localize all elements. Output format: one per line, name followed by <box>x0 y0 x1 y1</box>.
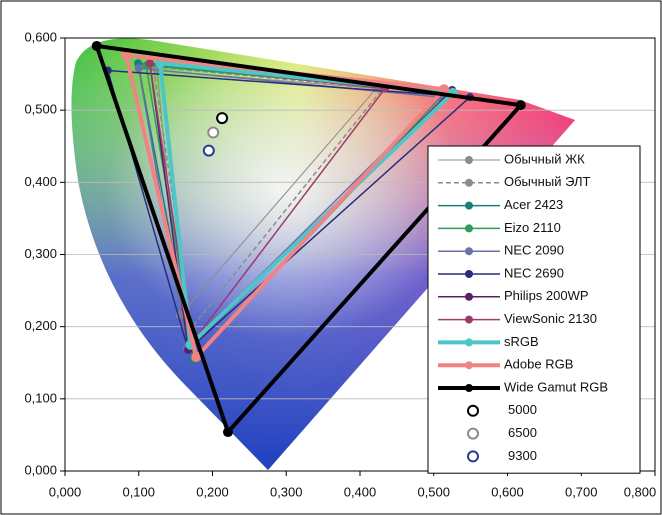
point <box>121 50 132 61</box>
legend-label: ViewSonic 2130 <box>504 311 597 326</box>
y-tick-label: 0,100 <box>24 390 57 405</box>
y-tick-label: 0,500 <box>24 102 57 117</box>
x-tick-label: 0,400 <box>344 484 377 499</box>
y-tick-label: 0,600 <box>24 29 57 44</box>
point <box>145 59 154 68</box>
x-tick-label: 0,200 <box>196 484 229 499</box>
legend-marker <box>465 384 473 392</box>
legend-box <box>427 145 641 474</box>
x-tick-label: 0,700 <box>565 484 598 499</box>
legend-marker <box>465 156 473 164</box>
legend-label: Adobe RGB <box>504 357 573 372</box>
legend-marker <box>465 201 473 210</box>
legend-label: Wide Gamut RGB <box>504 379 608 394</box>
legend-label: sRGB <box>504 334 539 349</box>
legend-marker <box>465 361 473 370</box>
legend-label: NEC 2690 <box>504 265 564 280</box>
x-tick-label: 0,800 <box>624 484 657 499</box>
y-tick-label: 0,300 <box>24 246 57 261</box>
legend-label: Eizo 2110 <box>504 220 561 235</box>
gamut-line <box>107 69 471 351</box>
gamut-line <box>94 43 523 435</box>
x-tick-label: 0,600 <box>491 484 524 499</box>
legend-marker <box>467 450 479 463</box>
point <box>134 64 143 73</box>
point <box>191 351 202 362</box>
y-tick-label: 0,000 <box>24 462 57 477</box>
legend-marker <box>465 270 473 278</box>
legend-label: Acer 2423 <box>504 197 563 212</box>
legend-label: NEC 2090 <box>504 243 564 258</box>
plot-frame <box>64 37 656 472</box>
legend-label: 6500 <box>508 425 537 440</box>
y-tick-label: 0,200 <box>24 318 57 333</box>
point <box>222 427 233 438</box>
point <box>207 126 220 139</box>
x-tick-label: 0,300 <box>270 484 303 499</box>
legend-marker <box>467 404 479 417</box>
x-tick-label: 0,500 <box>417 484 450 499</box>
legend-label: 9300 <box>508 448 537 463</box>
legend-label: Philips 200WP <box>504 288 589 303</box>
point <box>515 100 526 111</box>
legend-marker <box>465 178 473 187</box>
legend-label: Обычный ЖК <box>504 151 585 166</box>
legend-marker <box>465 338 473 347</box>
legend-marker <box>465 315 473 324</box>
legend-label: 5000 <box>508 402 537 417</box>
point <box>202 144 215 157</box>
legend-marker <box>465 292 473 301</box>
point <box>91 40 102 51</box>
legend-marker <box>467 427 479 440</box>
y-tick-label: 0,400 <box>24 174 57 189</box>
legend-marker <box>465 224 473 233</box>
point <box>216 112 229 125</box>
legend-label: Обычный ЭЛТ <box>504 174 591 189</box>
legend-marker <box>465 247 473 256</box>
point <box>439 84 450 95</box>
x-tick-label: 0,100 <box>122 484 155 499</box>
x-tick-label: 0,000 <box>49 484 82 499</box>
